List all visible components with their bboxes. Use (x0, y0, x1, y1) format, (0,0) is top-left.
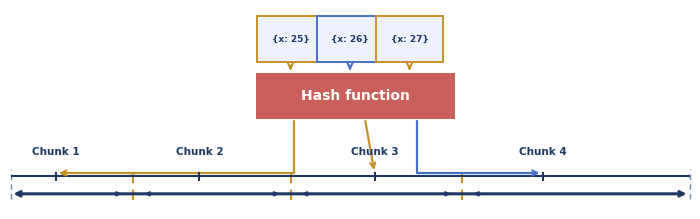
Text: Chunk 1: Chunk 1 (32, 147, 80, 157)
FancyBboxPatch shape (258, 16, 323, 62)
Text: {x: 27}: {x: 27} (391, 35, 428, 44)
Text: {x: 26}: {x: 26} (331, 35, 369, 44)
Text: Hash function: Hash function (301, 89, 410, 103)
FancyBboxPatch shape (316, 16, 384, 62)
Text: Chunk 4: Chunk 4 (519, 147, 566, 157)
FancyBboxPatch shape (377, 16, 442, 62)
Text: {x: 25}: {x: 25} (272, 35, 309, 44)
Text: Chunk 2: Chunk 2 (176, 147, 223, 157)
Text: Chunk 3: Chunk 3 (351, 147, 398, 157)
FancyBboxPatch shape (256, 73, 455, 119)
